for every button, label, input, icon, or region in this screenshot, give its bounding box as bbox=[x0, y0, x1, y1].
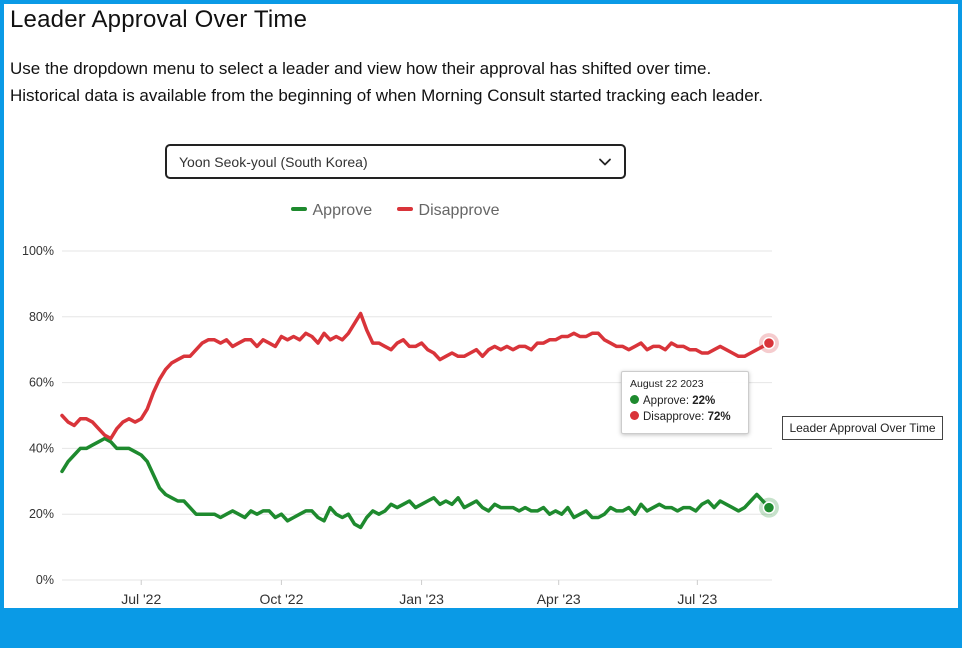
x-tick-label: Jan '23 bbox=[399, 591, 444, 607]
tooltip-disapprove-value: 72% bbox=[707, 411, 731, 423]
leader-select[interactable]: Yoon Seok-youl (South Korea) bbox=[165, 144, 626, 179]
y-tick-label: 0% bbox=[36, 573, 54, 587]
legend-swatch-approve bbox=[290, 206, 307, 211]
y-tick-label: 100% bbox=[22, 244, 54, 258]
line-chart: 0% 20% 40% 60% 80% 100% Jul '22 Oct '22 Jan '23 A… bbox=[22, 244, 779, 607]
legend-item-disapprove[interactable]: Disapprove bbox=[396, 202, 500, 220]
tooltip-disapprove-dot bbox=[630, 411, 639, 421]
approve-line bbox=[60, 436, 771, 530]
x-tick-label: Jul '23 bbox=[677, 591, 717, 607]
x-tick-label: Oct '22 bbox=[259, 591, 303, 607]
tooltip-disapprove-label: Disapprove: bbox=[643, 411, 708, 423]
page-title: Leader Approval Over Time bbox=[10, 6, 308, 33]
legend-label-disapprove: Disapprove bbox=[418, 202, 500, 219]
disapprove-line bbox=[60, 311, 771, 441]
tooltip-approve-dot bbox=[630, 395, 639, 405]
disapprove-marker bbox=[762, 336, 776, 350]
legend-swatch-disapprove bbox=[396, 206, 413, 211]
y-tick-label: 60% bbox=[29, 376, 54, 390]
tooltip-approve-value: 22% bbox=[692, 395, 716, 407]
legend-item-approve[interactable]: Approve bbox=[290, 202, 373, 220]
chart-panel: Leader Approval Over Time Use the dropdo… bbox=[4, 4, 958, 608]
leader-select-value: Yoon Seok-youl (South Korea) bbox=[179, 154, 368, 170]
page-description: Use the dropdown menu to select a leader… bbox=[10, 59, 764, 105]
y-tick-label: 40% bbox=[29, 441, 54, 455]
x-tick-label: Jul '22 bbox=[121, 591, 161, 607]
legend-label-approve: Approve bbox=[312, 202, 373, 219]
y-tick-label: 80% bbox=[29, 310, 54, 324]
tooltip-disapprove-row: Disapprove: 72% bbox=[630, 409, 740, 425]
approve-marker bbox=[762, 501, 776, 514]
side-caption: Leader Approval Over Time bbox=[782, 416, 943, 440]
chevron-down-icon bbox=[598, 155, 612, 174]
chart-legend: Approve Disapprove bbox=[4, 202, 786, 220]
tooltip-approve-label: Approve: bbox=[643, 395, 693, 407]
y-tick-label: 20% bbox=[29, 507, 54, 521]
tooltip-approve-row: Approve: 22% bbox=[630, 393, 740, 409]
x-tick-label: Apr '23 bbox=[537, 591, 581, 607]
chart-tooltip: August 22 2023 Approve: 22% Disapprove: … bbox=[621, 371, 749, 434]
tooltip-date: August 22 2023 bbox=[630, 378, 704, 390]
